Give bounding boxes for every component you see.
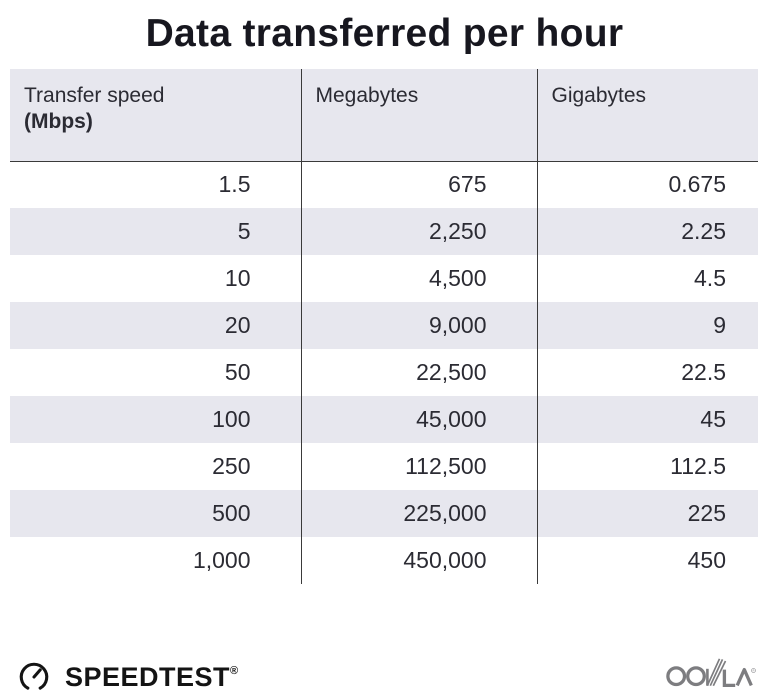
svg-text:R: R	[753, 669, 755, 672]
